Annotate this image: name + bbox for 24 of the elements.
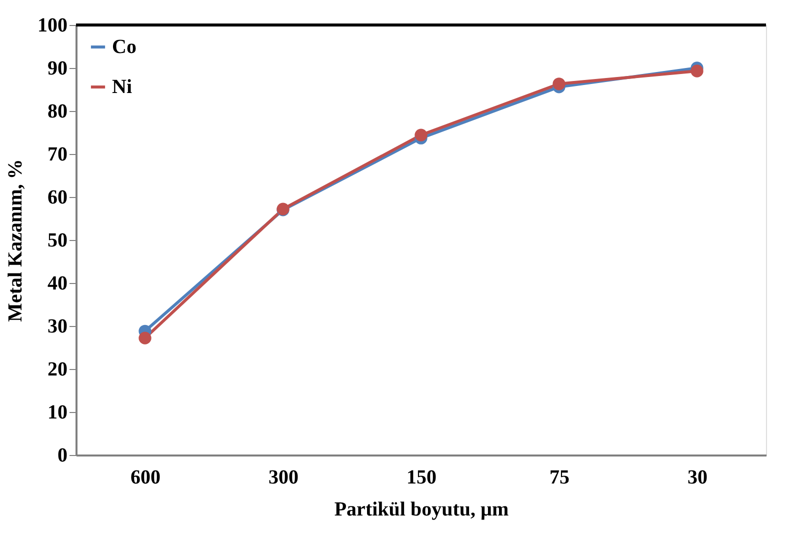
y-tick-label: 70: [48, 144, 68, 166]
point: [690, 64, 704, 78]
x-tick-label: 300: [268, 466, 298, 488]
y-tick-label: 90: [48, 58, 68, 80]
y-tick-label: 30: [48, 316, 68, 338]
y-tick-label: 10: [48, 402, 68, 424]
point: [552, 78, 566, 90]
y-tick-label: 40: [48, 272, 68, 294]
x-tick-label: 150: [406, 466, 436, 488]
point: [138, 332, 152, 344]
y-tick-label: 80: [48, 100, 68, 122]
legend-label: Ni: [112, 76, 132, 98]
x-tick-label: 75: [550, 466, 570, 488]
x-tick-label: 30: [688, 466, 708, 488]
y-tick-label: 50: [48, 230, 68, 252]
y-tick-label: 0: [58, 444, 68, 466]
y-tick-label: 60: [48, 186, 68, 208]
x-axis-title: Partikül boyutu, µm: [334, 498, 509, 520]
y-tick-label: 100: [38, 14, 68, 36]
legend-label: Co: [112, 36, 136, 58]
y-tick-label: 20: [48, 358, 68, 380]
y-axis-title: Metal Kazanım, %: [4, 159, 26, 322]
x-tick-label: 600: [130, 466, 160, 488]
point: [414, 128, 428, 142]
